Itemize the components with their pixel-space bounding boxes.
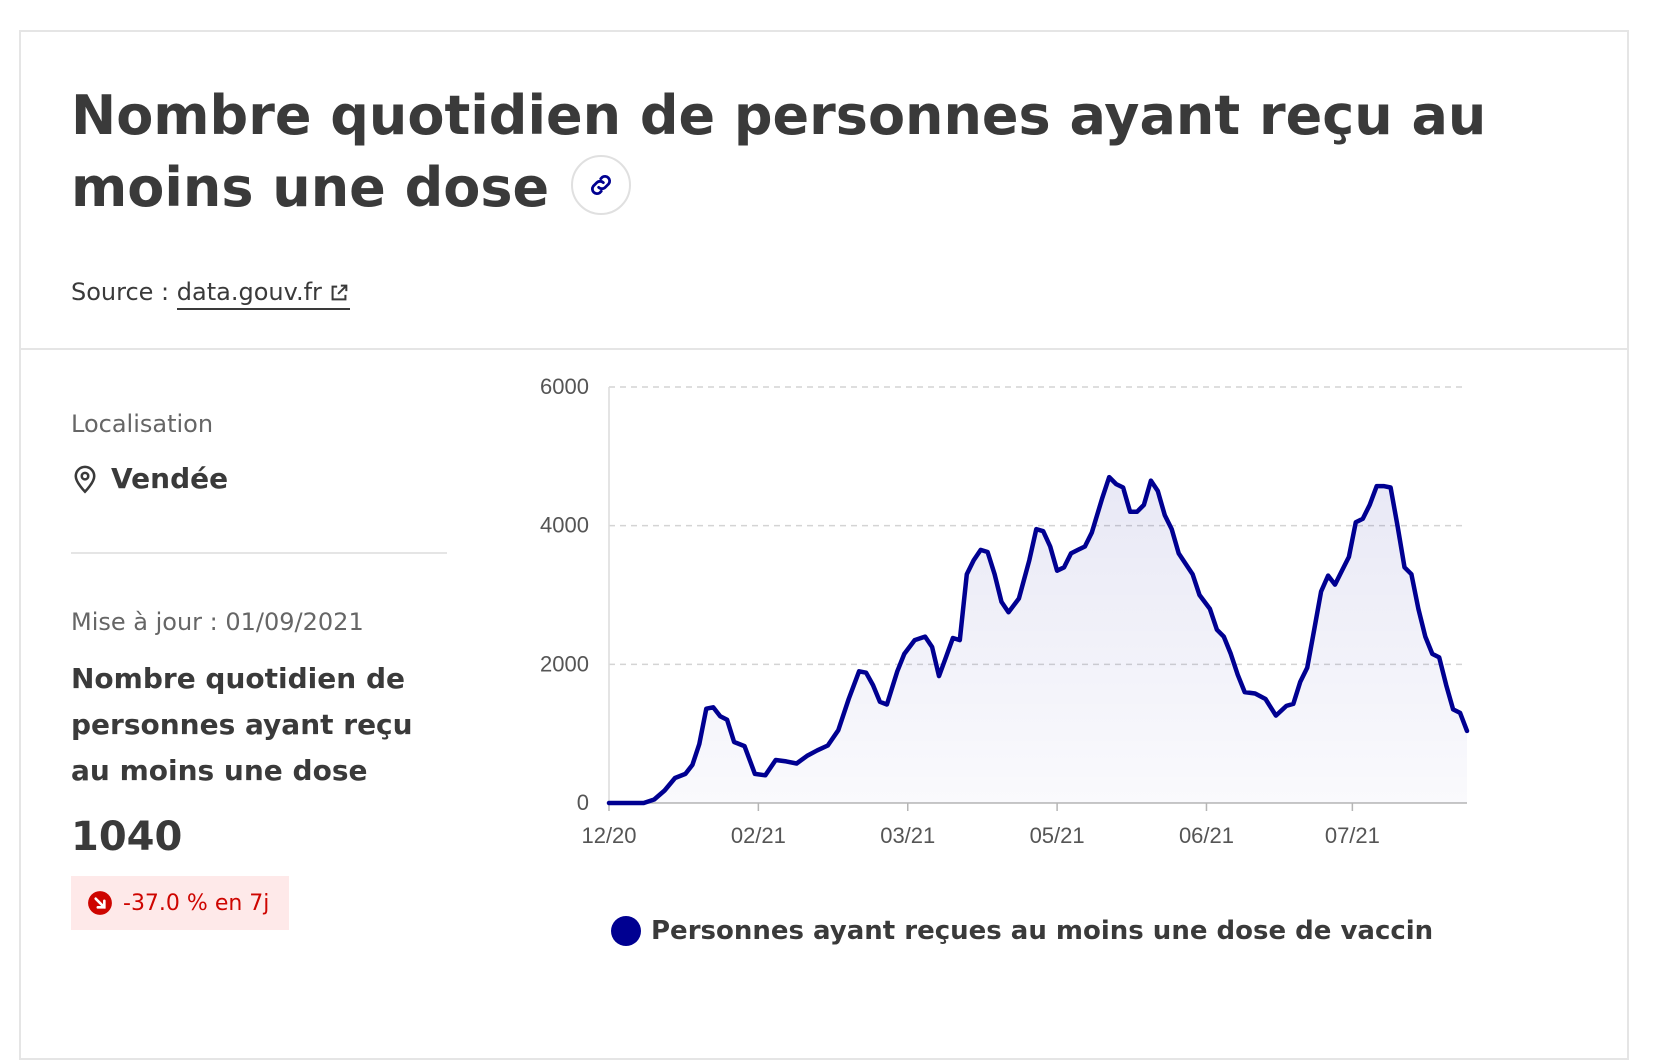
x-tick-label: 12/20 [581,823,636,848]
trend-badge: -37.0 % en 7j [71,876,290,930]
page-title-text: Nombre quotidien de personnes ayant reçu… [71,84,1487,219]
chart: 0 2000 4000 6000 12/20 02/21 03/21 05/21 06/21 07… [519,372,1579,982]
source-link-text: data.gouv.fr [176,278,322,306]
series-line [606,474,1470,806]
copy-link-button[interactable] [571,155,632,216]
source-line: Source : data.gouv.fr [71,278,350,310]
legend-label: Personnes ayant reçues au moins une dose… [651,916,1434,946]
legend[interactable]: Personnes ayant reçues au moins une dose… [611,916,1433,946]
x-tick-label: 02/21 [731,823,786,848]
y-tick-label: 4000 [540,513,589,538]
map-pin-icon [74,465,96,493]
source-link[interactable]: data.gouv.fr [176,278,350,310]
y-tick-label: 2000 [540,651,589,676]
legend-marker [611,916,641,946]
trend-text: -37.0 % en 7j [123,890,270,916]
series-area [609,477,1467,803]
location-name: Vendée [111,462,229,495]
external-link-icon [331,284,348,301]
y-tick-label: 6000 [540,374,589,399]
location-value: Vendée [71,462,228,495]
y-tick-label: 0 [577,790,589,815]
x-tick-label: 03/21 [880,823,935,848]
update-date: Mise à jour : 01/09/2021 [71,608,364,636]
chart-svg: 0 2000 4000 6000 12/20 02/21 03/21 05/21 06/21 07… [540,374,1470,848]
location-label: Localisation [71,410,214,438]
source-label: Source : [71,278,170,306]
page-title: Nombre quotidien de personnes ayant reçu… [71,80,1551,224]
link-icon [591,175,612,196]
chart-card: Nombre quotidien de personnes ayant reçu… [19,30,1629,1060]
x-tick-label: 06/21 [1179,823,1234,848]
kpi-label: Nombre quotidien de personnes ayant reçu… [71,662,413,787]
kpi-value: 1040 [71,814,183,860]
x-tick-label: 07/21 [1325,823,1380,848]
x-tick-label: 05/21 [1030,823,1085,848]
trend-down-icon [88,891,112,915]
card-header: Nombre quotidien de personnes ayant reçu… [21,32,1627,350]
divider [71,552,447,554]
